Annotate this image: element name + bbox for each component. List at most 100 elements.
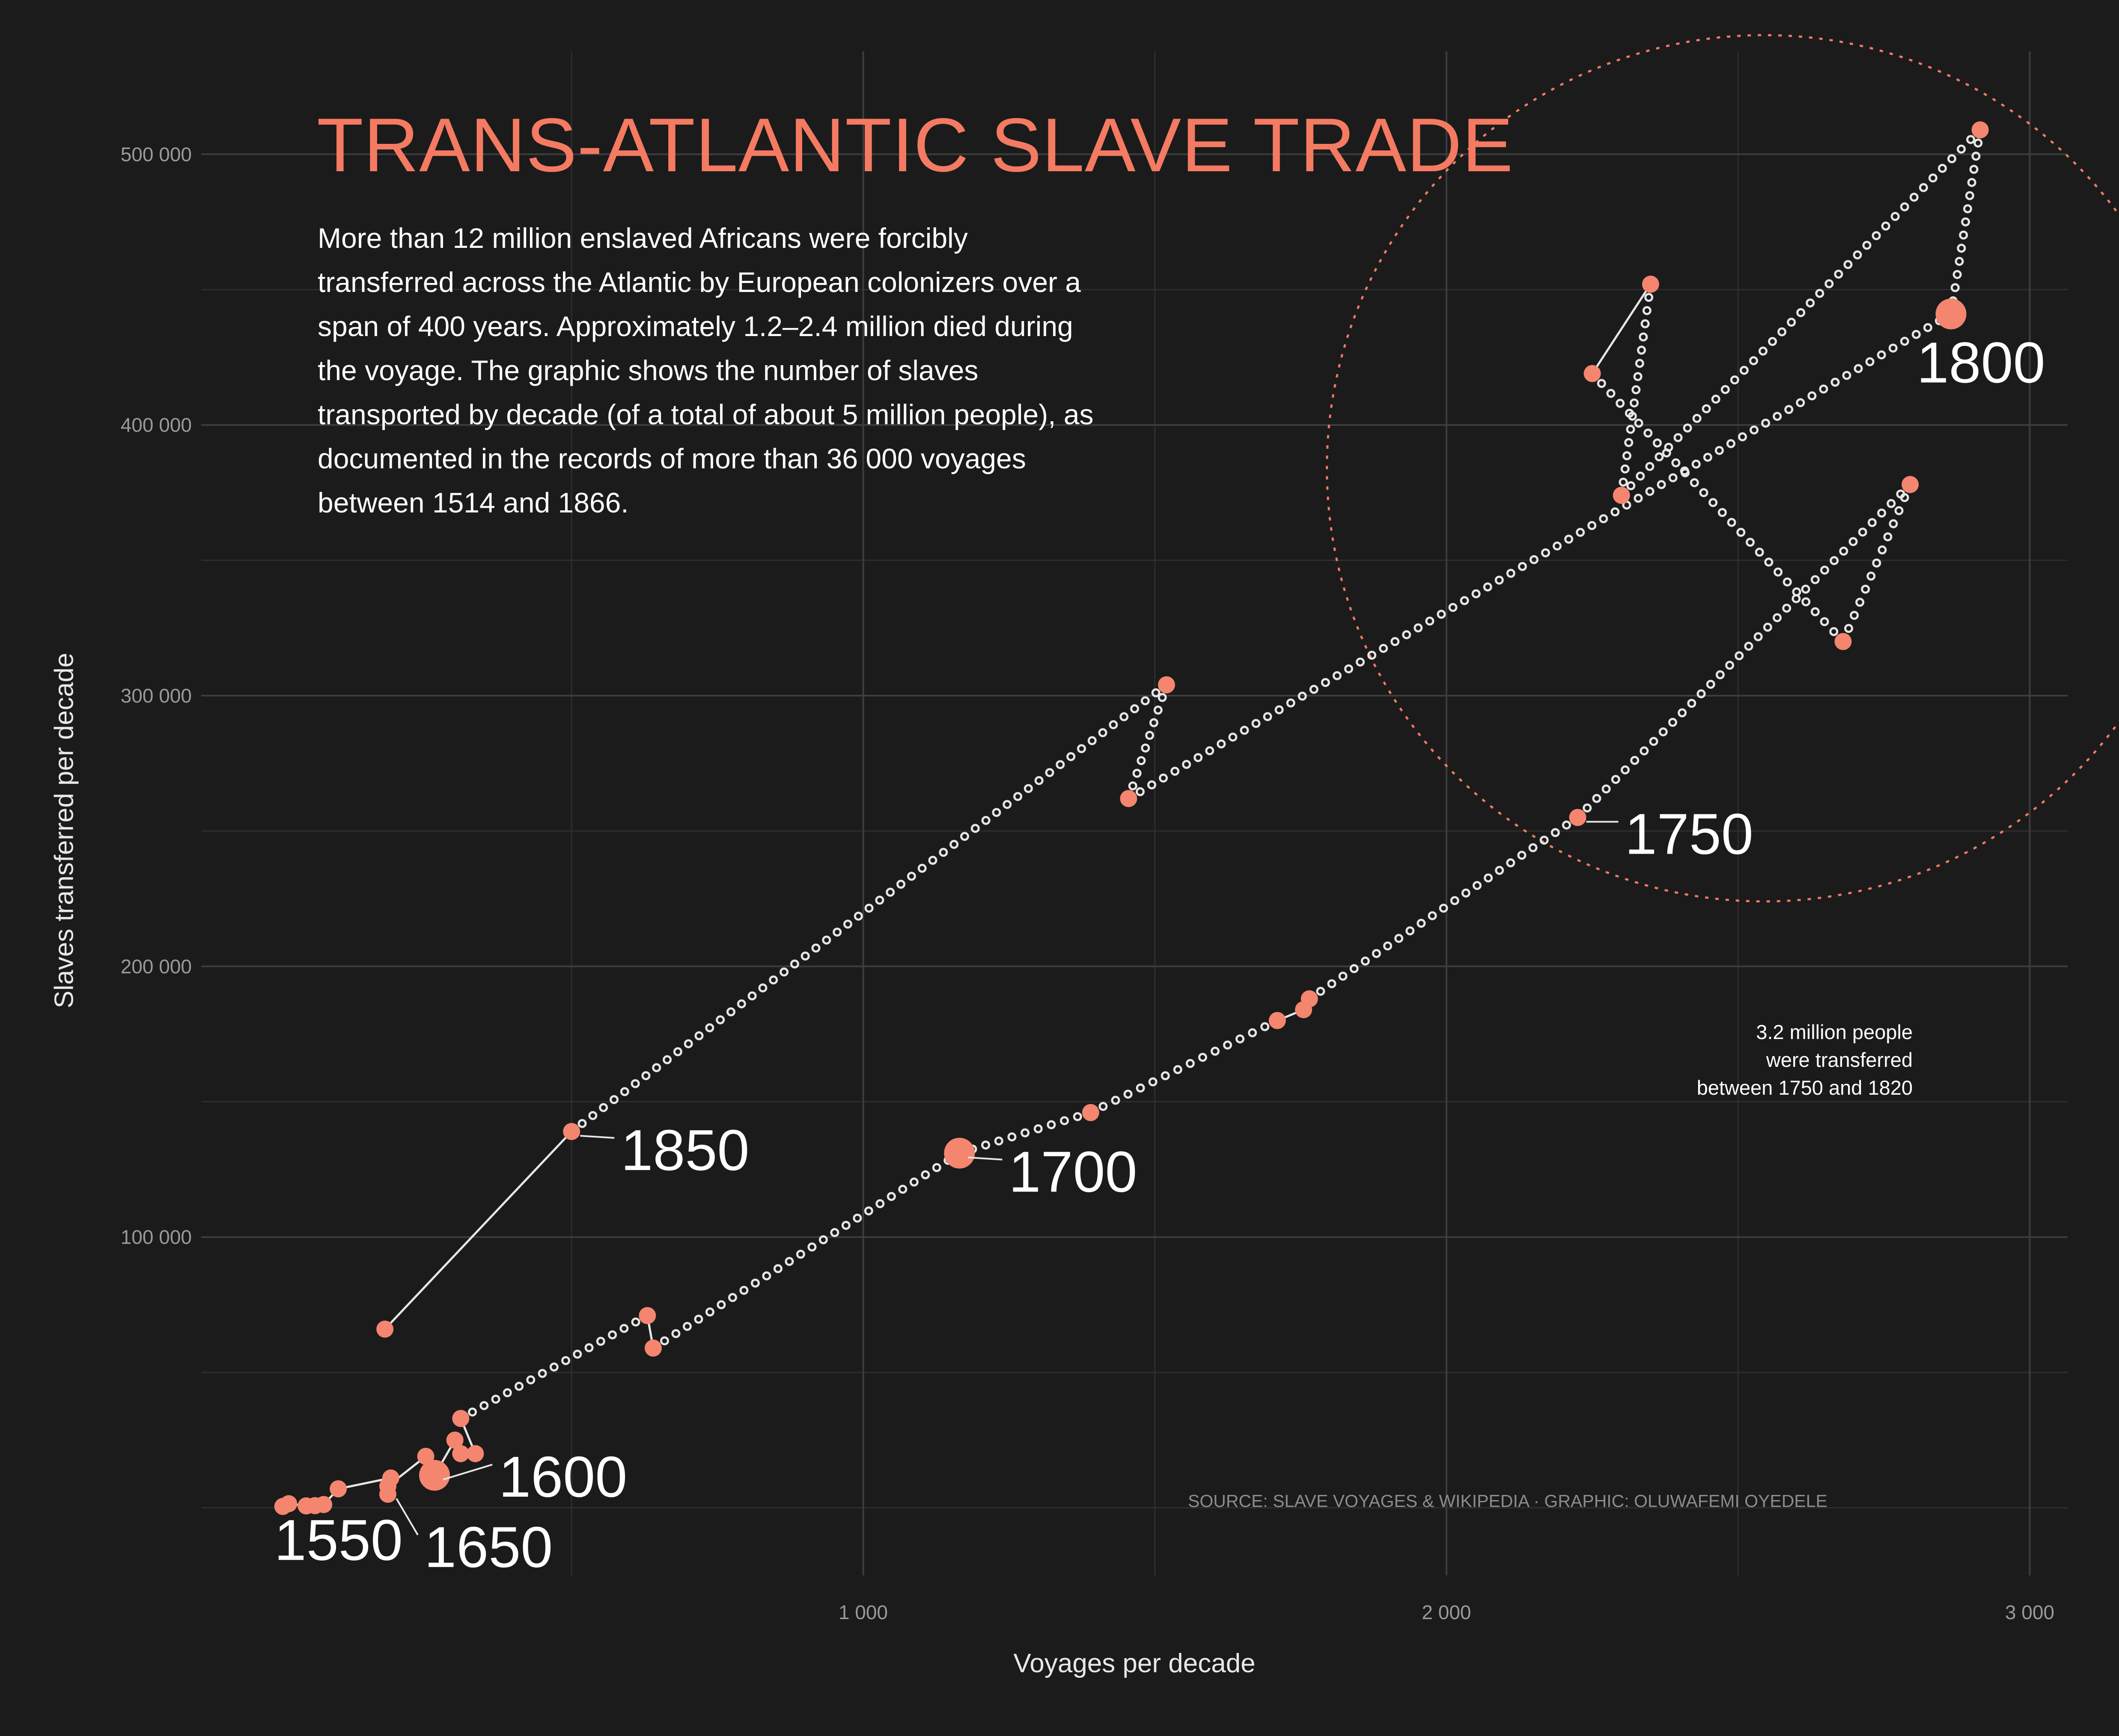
- path-dot: [1437, 610, 1446, 619]
- path-dot: [758, 983, 768, 993]
- path-dot: [1633, 372, 1643, 381]
- path-dot: [1657, 480, 1666, 489]
- path-dot: [1855, 598, 1865, 607]
- path-dot: [909, 1177, 919, 1187]
- path-dot: [737, 999, 746, 1009]
- data-point: [419, 1460, 450, 1491]
- path-dot: [1344, 664, 1353, 673]
- path-dot: [1683, 423, 1692, 433]
- path-dot: [1758, 346, 1768, 356]
- path-dot: [1626, 425, 1635, 434]
- path-dot: [1205, 746, 1214, 756]
- path-dot: [1367, 650, 1377, 660]
- path-dot: [663, 1055, 672, 1064]
- x-tick-label: 1 000: [839, 1601, 888, 1623]
- data-point: [1158, 676, 1175, 694]
- path-dot: [1965, 191, 1974, 200]
- path-dot: [1620, 464, 1630, 473]
- path-dot: [1309, 685, 1318, 694]
- y-tick-label: 300 000: [121, 685, 192, 707]
- path-dot: [1649, 737, 1658, 746]
- path-dot: [609, 1095, 619, 1104]
- path-dot: [1047, 1120, 1056, 1129]
- path-dot: [1148, 1077, 1158, 1087]
- path-dot: [1947, 154, 1956, 164]
- path-dot: [811, 943, 821, 953]
- path-dot: [898, 1185, 908, 1194]
- path-dot: [1182, 760, 1191, 769]
- path-dot: [1528, 843, 1538, 852]
- path-dot: [1911, 330, 1921, 339]
- path-dot: [1141, 743, 1150, 753]
- path-dot: [1668, 718, 1677, 727]
- path-dot: [1755, 548, 1764, 557]
- path-dot: [584, 1343, 594, 1352]
- path-dot: [1725, 661, 1735, 670]
- path-dot: [694, 1314, 703, 1324]
- data-point: [467, 1445, 484, 1462]
- path-dot: [1715, 670, 1725, 679]
- path-dot: [1796, 308, 1806, 317]
- path-dot: [1850, 610, 1859, 620]
- path-dot: [1634, 418, 1643, 428]
- path-dot: [1111, 1096, 1120, 1105]
- path-dot: [1541, 548, 1550, 557]
- path-dot: [1495, 866, 1504, 875]
- path-dot: [780, 967, 789, 977]
- path-dot: [1971, 152, 1981, 161]
- path-dot: [1553, 541, 1562, 551]
- path-dot: [1286, 698, 1295, 708]
- path-dot: [1839, 546, 1848, 556]
- path-dot: [716, 1015, 725, 1024]
- path-dot: [1135, 787, 1145, 796]
- path-dot: [1327, 979, 1336, 989]
- path-dot: [1360, 956, 1370, 966]
- path-dot: [599, 1103, 608, 1112]
- path-dot: [596, 1337, 605, 1346]
- path-dot: [1003, 800, 1012, 809]
- path-dot: [1959, 230, 1968, 240]
- path-dot: [1824, 279, 1834, 289]
- path-dot: [1529, 555, 1539, 564]
- path-dot: [1153, 706, 1163, 715]
- path-dot: [1668, 473, 1678, 482]
- path-dot: [1655, 452, 1664, 462]
- path-dot: [854, 911, 863, 921]
- y-axis-title: Slaves transferred per decade: [49, 652, 79, 1009]
- path-dot: [1223, 1040, 1232, 1050]
- path-dot: [1639, 332, 1648, 342]
- path-dot: [1518, 562, 1527, 571]
- path-dot: [1628, 411, 1637, 421]
- path-dot: [801, 951, 810, 961]
- path-dot: [1957, 144, 1966, 154]
- period-annotation: 3.2 million people were transferred betw…: [1696, 1021, 1913, 1099]
- data-point: [452, 1410, 470, 1427]
- path-dot: [538, 1369, 547, 1378]
- label-leader-line: [396, 1498, 419, 1536]
- chart-description: More than 12 million enslaved Africans w…: [318, 222, 1094, 518]
- path-dot: [1730, 375, 1739, 384]
- path-dot: [1801, 584, 1810, 594]
- path-dot: [1137, 756, 1146, 765]
- path-dot: [1087, 736, 1097, 745]
- path-dot: [1717, 508, 1727, 517]
- path-dot: [1460, 596, 1469, 605]
- path-dot: [1629, 398, 1639, 408]
- path-dot: [561, 1356, 571, 1365]
- path-dot: [917, 864, 927, 873]
- path-dot: [1888, 343, 1898, 353]
- path-dot: [1787, 318, 1796, 327]
- year-label: 1700: [1009, 1140, 1137, 1204]
- path-dot: [1969, 165, 1979, 174]
- path-dot: [1356, 657, 1365, 667]
- path-dot: [981, 1140, 991, 1150]
- path-dot: [896, 879, 906, 889]
- path-dot: [1123, 1090, 1133, 1099]
- path-dot: [1792, 587, 1801, 597]
- path-dot: [1843, 260, 1853, 269]
- path-dot: [921, 1170, 930, 1179]
- path-dot: [1461, 888, 1470, 898]
- path-dot: [1844, 624, 1853, 633]
- y-tick-label: 500 000: [121, 143, 192, 165]
- data-point: [1613, 487, 1630, 504]
